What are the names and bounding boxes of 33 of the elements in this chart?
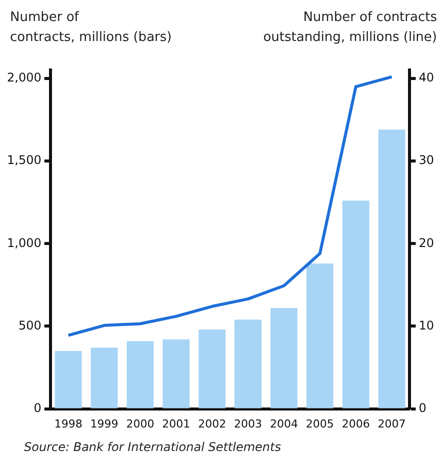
y-tick-label: 0 xyxy=(34,400,42,415)
x-tick-label: 2004 xyxy=(270,417,298,430)
bar xyxy=(270,308,298,408)
y2-axis-title: Number of contracts outstanding, millions (line) xyxy=(263,9,437,47)
bar xyxy=(90,348,118,408)
x-tick-label: 2001 xyxy=(162,417,190,430)
bar xyxy=(234,320,262,408)
x-tick-label: 2007 xyxy=(378,417,406,430)
bar xyxy=(378,130,406,408)
x-tick-label: 2000 xyxy=(126,417,154,430)
y2-tick-label: 0 xyxy=(418,400,426,415)
bar xyxy=(306,263,334,408)
x-tick-label: 2003 xyxy=(234,417,262,430)
bar xyxy=(54,350,82,408)
y-tick-label: 1,000 xyxy=(6,236,42,250)
y2-tick-label: 40 xyxy=(418,70,434,85)
y2-tick-label: 30 xyxy=(418,153,434,168)
y2-tick-label: 10 xyxy=(418,318,434,332)
y2-tick-label: 20 xyxy=(418,236,434,250)
x-tick-label: 2006 xyxy=(342,417,370,430)
y-tick-label: 500 xyxy=(18,318,42,332)
bar xyxy=(126,341,154,408)
source-note: Source: Bank for International Settlements xyxy=(24,440,281,454)
x-tick-label: 1999 xyxy=(90,417,118,430)
y-axis-title: Number of contracts, millions (bars) xyxy=(10,9,172,47)
x-tick-label: 2002 xyxy=(198,417,226,430)
y-tick-label: 1,500 xyxy=(6,153,42,168)
y-tick-label: 2,000 xyxy=(6,70,42,85)
x-tick-label: 1998 xyxy=(54,417,82,430)
bar xyxy=(162,339,190,408)
bar xyxy=(198,330,226,408)
bar xyxy=(342,200,370,408)
x-tick-label: 2005 xyxy=(306,417,334,430)
